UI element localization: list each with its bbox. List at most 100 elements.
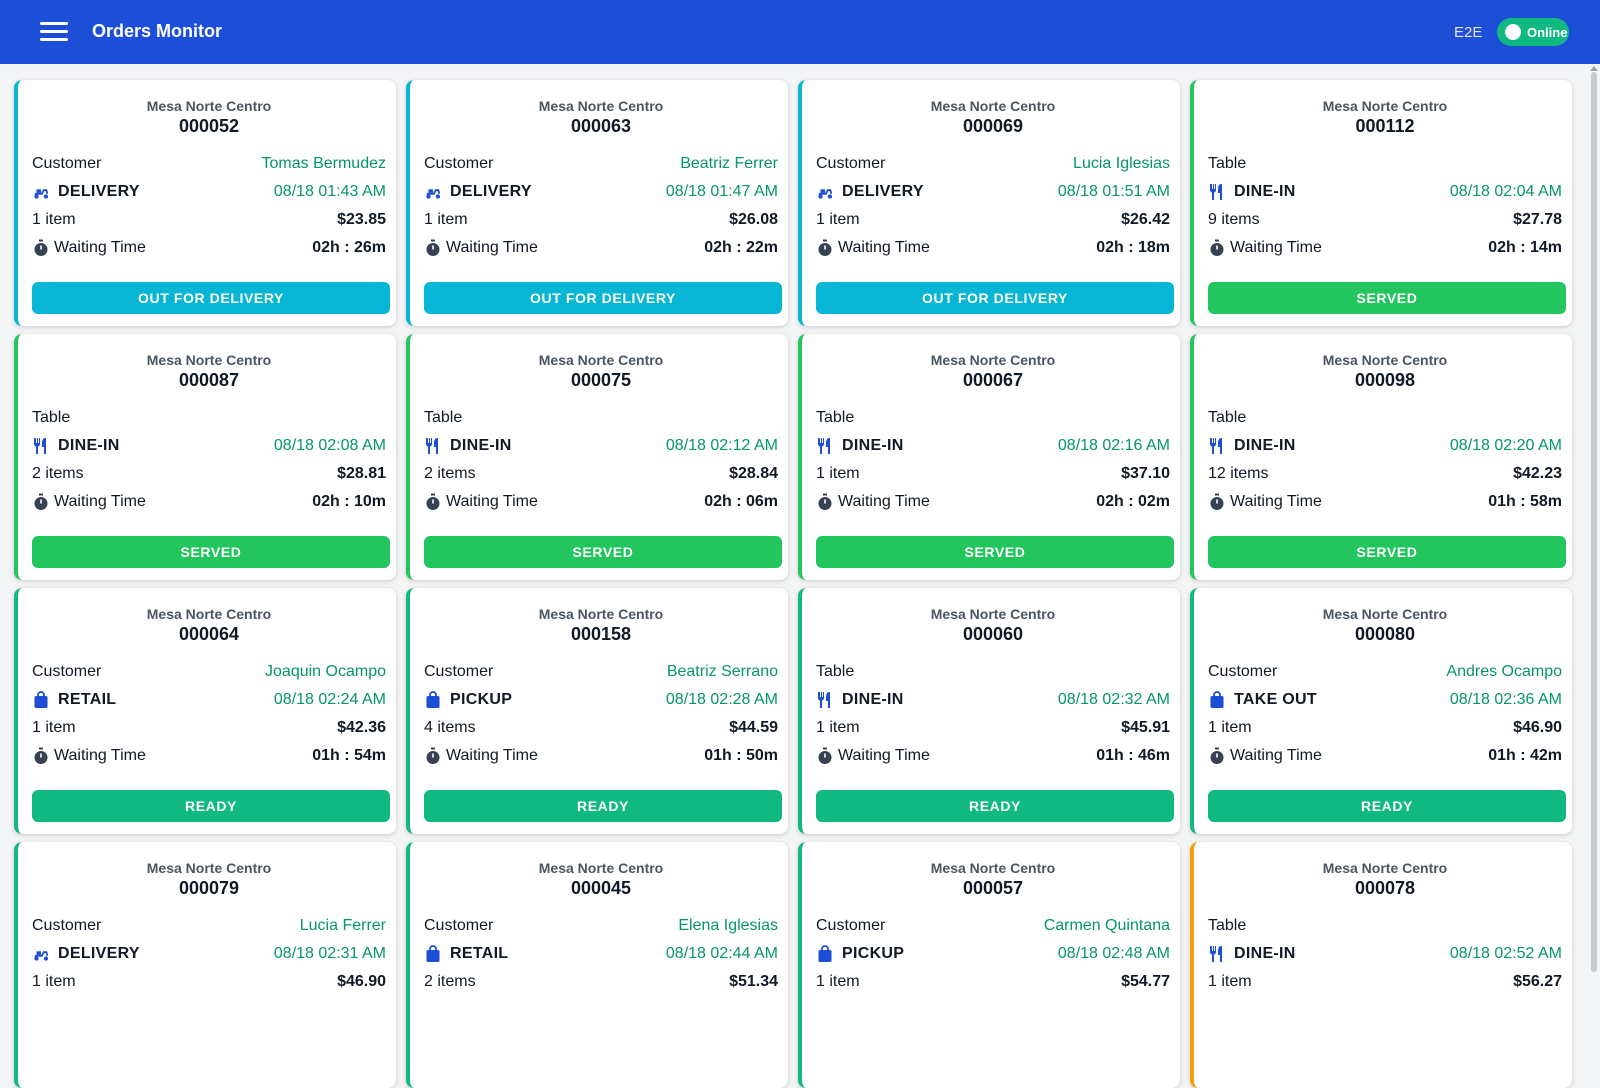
- scroll-up-arrow-icon[interactable]: [1590, 66, 1598, 71]
- order-status-button[interactable]: READY: [816, 790, 1174, 822]
- hamburger-menu-icon[interactable]: [40, 22, 68, 42]
- waiting-time-value: 01h : 58m: [1488, 493, 1562, 510]
- waiting-time-label: Waiting Time: [1230, 747, 1322, 764]
- item-count: 12 items: [1208, 465, 1269, 482]
- order-type-row: RETAIL 08/18 02:24 AM: [32, 686, 386, 714]
- order-card[interactable]: Mesa Norte Centro 000045 Customer Elena …: [406, 842, 788, 1088]
- order-number: 000087: [178, 370, 240, 390]
- order-type: PICKUP: [450, 691, 513, 708]
- waiting-time-value: 02h : 22m: [704, 239, 778, 256]
- order-datetime: 08/18 01:47 AM: [665, 183, 778, 200]
- order-status-button[interactable]: READY: [32, 790, 390, 822]
- party-label: Table: [1208, 409, 1247, 426]
- waiting-time-label: Waiting Time: [446, 239, 538, 256]
- branch-name: Mesa Norte Centro: [1322, 860, 1448, 876]
- order-card[interactable]: Mesa Norte Centro 000063 Customer Beatri…: [406, 80, 788, 326]
- customer-row: Table: [816, 404, 1170, 432]
- order-card[interactable]: Mesa Norte Centro 000069 Customer Lucia …: [798, 80, 1180, 326]
- order-card[interactable]: Mesa Norte Centro 000052 Customer Tomas …: [14, 80, 396, 326]
- order-status-button[interactable]: READY: [424, 790, 782, 822]
- online-status-toggle[interactable]: Online: [1497, 18, 1569, 46]
- order-status-button[interactable]: OUT FOR DELIVERY: [32, 282, 390, 314]
- customer-name: Tomas Bermudez: [261, 155, 387, 172]
- item-count: 2 items: [32, 465, 84, 482]
- branch-name: Mesa Norte Centro: [1322, 98, 1448, 114]
- scrollbar-thumb[interactable]: [1591, 72, 1597, 972]
- order-card[interactable]: Mesa Norte Centro 000075 Table DINE-IN 0…: [406, 334, 788, 580]
- order-datetime: 08/18 02:04 AM: [1449, 183, 1562, 200]
- stopwatch-icon: [424, 239, 442, 257]
- order-total: $45.91: [1121, 719, 1170, 736]
- customer-row: Customer Lucia Iglesias: [816, 150, 1170, 178]
- order-type: DELIVERY: [450, 183, 532, 200]
- order-card[interactable]: Mesa Norte Centro 000112 Table DINE-IN 0…: [1190, 80, 1572, 326]
- order-card[interactable]: Mesa Norte Centro 000060 Table DINE-IN 0…: [798, 588, 1180, 834]
- branch-name: Mesa Norte Centro: [146, 860, 272, 876]
- order-card[interactable]: Mesa Norte Centro 000158 Customer Beatri…: [406, 588, 788, 834]
- order-card[interactable]: Mesa Norte Centro 000067 Table DINE-IN 0…: [798, 334, 1180, 580]
- item-count: 1 item: [1208, 719, 1252, 736]
- waiting-time-value: 02h : 26m: [312, 239, 386, 256]
- stopwatch-icon: [816, 493, 834, 511]
- items-row: 1 item $46.90: [1208, 714, 1562, 742]
- waiting-time-value: 02h : 14m: [1488, 239, 1562, 256]
- order-status-button[interactable]: OUT FOR DELIVERY: [816, 282, 1174, 314]
- order-total: $26.08: [729, 211, 778, 228]
- customer-row: Table: [32, 404, 386, 432]
- order-number: 000075: [570, 370, 632, 390]
- party-label: Customer: [816, 917, 886, 934]
- waiting-row: Waiting Time 02h : 14m: [1208, 234, 1562, 262]
- stopwatch-icon: [1208, 493, 1226, 511]
- items-row: 1 item $45.91: [816, 714, 1170, 742]
- order-type: DINE-IN: [1234, 945, 1296, 962]
- order-card[interactable]: Mesa Norte Centro 000078 Table DINE-IN 0…: [1190, 842, 1572, 1088]
- top-app-bar: Orders Monitor E2E Online: [0, 0, 1600, 64]
- order-status-button[interactable]: SERVED: [816, 536, 1174, 568]
- order-card[interactable]: Mesa Norte Centro 000087 Table DINE-IN 0…: [14, 334, 396, 580]
- stopwatch-icon: [424, 747, 442, 765]
- order-type: RETAIL: [58, 691, 117, 708]
- order-type-row: DELIVERY 08/18 01:51 AM: [816, 178, 1170, 206]
- order-datetime: 08/18 02:16 AM: [1057, 437, 1170, 454]
- customer-row: Table: [1208, 150, 1562, 178]
- party-label: Table: [424, 409, 463, 426]
- party-label: Customer: [424, 155, 494, 172]
- item-count: 1 item: [424, 211, 468, 228]
- order-type: DINE-IN: [842, 437, 904, 454]
- order-card[interactable]: Mesa Norte Centro 000080 Customer Andres…: [1190, 588, 1572, 834]
- customer-name: Elena Iglesias: [678, 917, 778, 934]
- party-label: Customer: [32, 155, 102, 172]
- order-type-row: DINE-IN 08/18 02:08 AM: [32, 432, 386, 460]
- order-status-button[interactable]: SERVED: [1208, 282, 1566, 314]
- order-total: $42.23: [1513, 465, 1562, 482]
- order-type: TAKE OUT: [1234, 691, 1317, 708]
- customer-row: Table: [1208, 912, 1562, 940]
- waiting-time-value: 02h : 06m: [704, 493, 778, 510]
- order-card[interactable]: Mesa Norte Centro 000064 Customer Joaqui…: [14, 588, 396, 834]
- order-status-button[interactable]: SERVED: [1208, 536, 1566, 568]
- item-count: 1 item: [816, 211, 860, 228]
- order-status-button[interactable]: OUT FOR DELIVERY: [424, 282, 782, 314]
- waiting-row: Waiting Time 02h : 10m: [32, 488, 386, 516]
- order-total: $54.77: [1121, 973, 1170, 990]
- waiting-row: Waiting Time 01h : 58m: [1208, 488, 1562, 516]
- order-status-button[interactable]: SERVED: [424, 536, 782, 568]
- stopwatch-icon: [816, 747, 834, 765]
- waiting-row: Waiting Time 02h : 26m: [32, 234, 386, 262]
- order-type: PICKUP: [842, 945, 905, 962]
- order-datetime: 08/18 01:51 AM: [1057, 183, 1170, 200]
- order-status-button[interactable]: READY: [1208, 790, 1566, 822]
- stopwatch-icon: [32, 747, 50, 765]
- order-number: 000060: [962, 624, 1024, 644]
- page-title: Orders Monitor: [92, 21, 223, 41]
- waiting-row: Waiting Time 01h : 46m: [816, 742, 1170, 770]
- item-count: 1 item: [816, 465, 860, 482]
- customer-row: Table: [424, 404, 778, 432]
- order-total: $44.59: [729, 719, 778, 736]
- order-status-button[interactable]: SERVED: [32, 536, 390, 568]
- utensils-icon: [816, 691, 834, 709]
- order-datetime: 08/18 02:28 AM: [665, 691, 778, 708]
- order-card[interactable]: Mesa Norte Centro 000098 Table DINE-IN 0…: [1190, 334, 1572, 580]
- order-card[interactable]: Mesa Norte Centro 000079 Customer Lucia …: [14, 842, 396, 1088]
- order-card[interactable]: Mesa Norte Centro 000057 Customer Carmen…: [798, 842, 1180, 1088]
